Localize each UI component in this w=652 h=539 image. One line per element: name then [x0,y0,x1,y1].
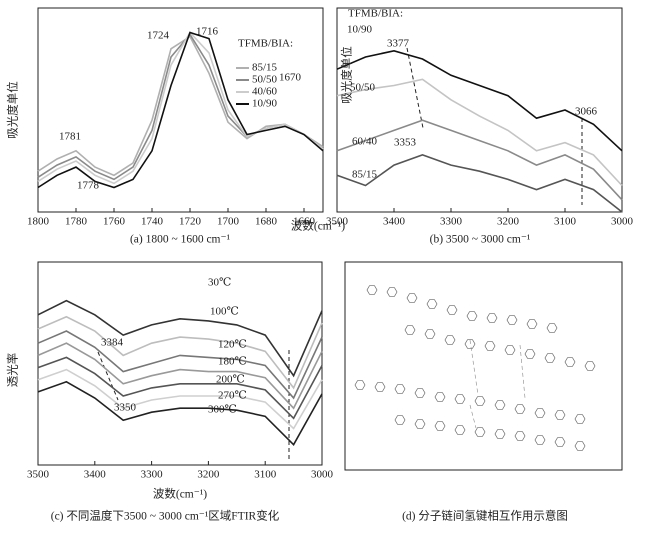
series-label: 180℃ [218,356,247,368]
chart-caption: (c) 不同温度下3500 ~ 3000 cm⁻¹区域FTIR变化 [51,509,280,523]
series-label: 30℃ [208,277,231,289]
annotation: 3353 [394,137,417,149]
chart-caption: (a) 1800 ~ 1600 cm⁻¹ [130,234,231,246]
series-line [37,299,323,378]
y-axis-label: 透光率 [6,353,20,388]
legend-title: TFMB/BIA: [238,38,293,50]
annotation: 1670 [279,72,302,84]
x-tick-label: 1760 [103,216,126,228]
series-label: 60/40 [352,136,378,148]
x-tick-label: 3100 [554,216,577,228]
x-tick-label: 3300 [440,216,463,228]
legend-label: 85/15 [252,62,278,74]
annotation: 3350 [114,402,137,414]
x-tick-label: 3400 [84,469,107,481]
x-tick-label: 3200 [497,216,520,228]
x-tick-label: 3000 [611,216,634,228]
series-label: 270℃ [218,390,247,402]
x-tick-label: 1740 [141,216,164,228]
x-tick-label: 1680 [255,216,278,228]
x-tick-label: 3100 [254,469,277,481]
x-tick-label: 3500 [27,469,50,481]
y-axis-label: 吸光度单位 [340,46,354,104]
series-line [336,78,623,187]
annotation: 1781 [59,131,81,143]
series-label: 10/90 [347,24,373,36]
legend-label: 10/90 [252,98,278,110]
series-line [37,330,323,400]
series-line [37,33,324,181]
x-tick-label: 3400 [383,216,406,228]
series-label: 85/15 [352,169,378,181]
x-tick-label: 1780 [65,216,88,228]
annotation: 3384 [101,337,124,349]
chart-caption: (b) 3500 ~ 3000 cm⁻¹ [430,234,531,246]
series-line [37,35,324,177]
annotation: 1778 [77,180,100,192]
x-tick-label: 1700 [217,216,240,228]
x-tick-label: 3200 [197,469,220,481]
legend-label: 50/50 [252,74,278,86]
plot-frame [37,261,323,466]
y-axis-label: 吸光度单位 [6,81,20,139]
series-line [37,31,324,185]
annotation: 1724 [147,30,170,42]
x-tick-label: 1660 [293,216,316,228]
annotation: 3377 [387,38,410,50]
series-line [336,154,623,213]
x-axis-label: 波数(cm⁻¹) [153,487,207,501]
series-line [37,380,323,447]
plot-frame [37,7,324,213]
series-line [37,342,323,410]
molecule-drawing [354,285,596,451]
series-label: 50/50 [350,82,376,94]
series-label: 200℃ [216,374,245,386]
annotation: 3066 [575,106,598,118]
series-line [336,49,623,152]
x-tick-label: 3000 [311,469,334,481]
legend-label: 40/60 [252,86,278,98]
annotation: 1716 [196,26,219,38]
x-axis-label: 波数(cm⁻¹) [291,219,345,233]
series-line [37,31,324,189]
series-line [336,119,623,201]
diagram-caption: (d) 分子链间氢键相互作用示意图 [402,509,568,523]
x-tick-label: 3500 [326,216,349,228]
peak-guide [406,47,424,129]
diagram-frame [344,261,623,471]
series-line [37,368,323,430]
legend-title: TFMB/BIA: [348,8,403,20]
series-line [37,315,323,390]
peak-guide [97,351,119,401]
series-label: 120℃ [218,339,247,351]
series-label: 300℃ [208,404,237,416]
x-tick-label: 3300 [141,469,164,481]
series-label: 100℃ [210,306,239,318]
x-tick-label: 1720 [179,216,202,228]
plot-frame [336,7,623,213]
series-line [37,356,323,420]
x-tick-label: 1800 [27,216,50,228]
